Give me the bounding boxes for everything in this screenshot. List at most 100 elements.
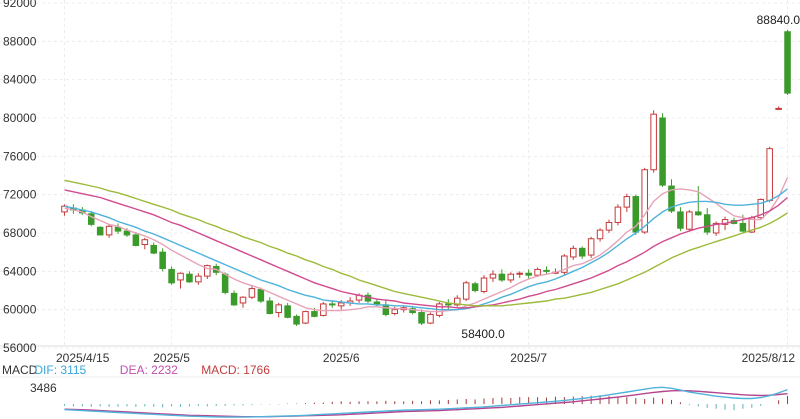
price-tick-label: 92000	[3, 0, 37, 10]
candle-up	[587, 238, 595, 256]
macd-legend-label: MACD: 1766	[201, 363, 270, 377]
candle-down	[311, 311, 318, 317]
candle-down	[498, 273, 506, 281]
macd-legend-label: DEA: 2232	[120, 363, 178, 377]
candle-up	[712, 222, 720, 234]
candle-down	[329, 303, 336, 306]
candle-down	[695, 211, 702, 216]
ma-line-4	[64, 179, 788, 307]
candle-down	[471, 283, 479, 291]
price-tick-label: 60000	[3, 303, 37, 317]
date-tick-label: 2025/5	[153, 351, 190, 365]
candle-down	[159, 251, 166, 269]
candle-down	[257, 289, 265, 302]
candle-down	[114, 226, 122, 232]
candle-up	[337, 302, 345, 307]
price-tick-label: 72000	[3, 188, 37, 202]
candle-up	[141, 239, 149, 245]
candle-up	[623, 196, 631, 208]
candle-up	[721, 219, 729, 225]
candle-up	[462, 282, 470, 300]
candle-down	[230, 292, 238, 306]
candle-down	[150, 244, 157, 254]
macd-dif-line	[64, 386, 788, 418]
candle-up	[302, 311, 309, 324]
macd-tick-label: 3486	[30, 381, 57, 395]
candle-up	[453, 297, 461, 306]
candle-down	[132, 234, 140, 246]
candle-up	[614, 206, 622, 223]
date-tick-label: 2025/6	[323, 351, 360, 365]
candle-up	[605, 221, 613, 231]
candle-up	[105, 225, 113, 236]
candle-up	[775, 107, 782, 110]
candle-up	[480, 277, 488, 292]
candle-down	[418, 312, 425, 324]
candle-down	[677, 211, 684, 229]
candle-down	[293, 315, 300, 325]
macd-dea-line	[64, 389, 788, 418]
candle-down	[221, 273, 229, 293]
candle-down	[543, 269, 550, 272]
price-tick-label: 64000	[3, 264, 37, 278]
macd-legend-label: DIF: 3115	[34, 363, 86, 377]
date-tick-label: 2025/8/12	[742, 351, 796, 365]
candle-down	[525, 272, 532, 276]
candle-down	[382, 304, 390, 315]
candle-down	[739, 222, 747, 232]
candle-down	[96, 226, 104, 236]
candle-up	[427, 313, 434, 324]
candle-up	[204, 265, 211, 277]
candle-down	[659, 117, 666, 186]
candle-up	[650, 113, 657, 171]
price-axis: 56000 60000 64000 68000 72000 76000 80000 84000…	[3, 0, 37, 355]
ma-line-3	[64, 189, 788, 309]
candles	[61, 29, 791, 326]
price-tick-label: 76000	[3, 149, 37, 163]
candle-down	[168, 268, 175, 284]
date-axis: 2025/4/15 2025/5 2025/6 2025/7 2025/8/12	[56, 351, 795, 365]
ma-line-1	[64, 177, 789, 313]
candle-up	[195, 275, 202, 283]
candle-up	[391, 309, 399, 314]
candle-up	[686, 211, 693, 230]
candle-up	[534, 268, 541, 276]
price-tick-label: 88000	[3, 34, 37, 48]
ma-line-2	[64, 188, 788, 311]
date-tick-label: 2025/4/15	[56, 351, 110, 365]
candle-down	[784, 31, 791, 94]
candle-down	[266, 300, 274, 314]
candle-up	[641, 169, 648, 233]
candle-up	[320, 303, 327, 316]
grid	[0, 0, 800, 349]
candle-down	[632, 196, 640, 233]
candle-down	[87, 213, 95, 225]
date-tick-label: 2025/7	[510, 351, 547, 365]
candle-up	[489, 273, 497, 279]
macd-legend-label: MACD	[2, 363, 38, 377]
candle-up	[596, 229, 604, 240]
low-price-label: 58400.0	[461, 327, 505, 341]
price-tick-label: 68000	[3, 226, 37, 240]
candle-up	[275, 304, 282, 314]
candle-down	[578, 247, 586, 257]
candle-down	[186, 273, 193, 283]
candle-down	[445, 303, 452, 306]
candle-up	[177, 272, 184, 281]
candle-up	[766, 148, 773, 201]
moving-averages	[64, 177, 789, 313]
candle-up	[248, 288, 256, 298]
candle-down	[373, 301, 381, 305]
price-annotations: 88840.0 58400.0	[461, 13, 800, 341]
candle-up	[516, 272, 523, 275]
price-tick-label: 84000	[3, 73, 37, 87]
candle-down	[123, 230, 131, 236]
price-tick-label: 56000	[3, 341, 37, 355]
candle-up	[507, 273, 515, 281]
candle-down	[703, 214, 711, 233]
candle-down	[668, 185, 675, 212]
candle-up	[239, 296, 247, 304]
